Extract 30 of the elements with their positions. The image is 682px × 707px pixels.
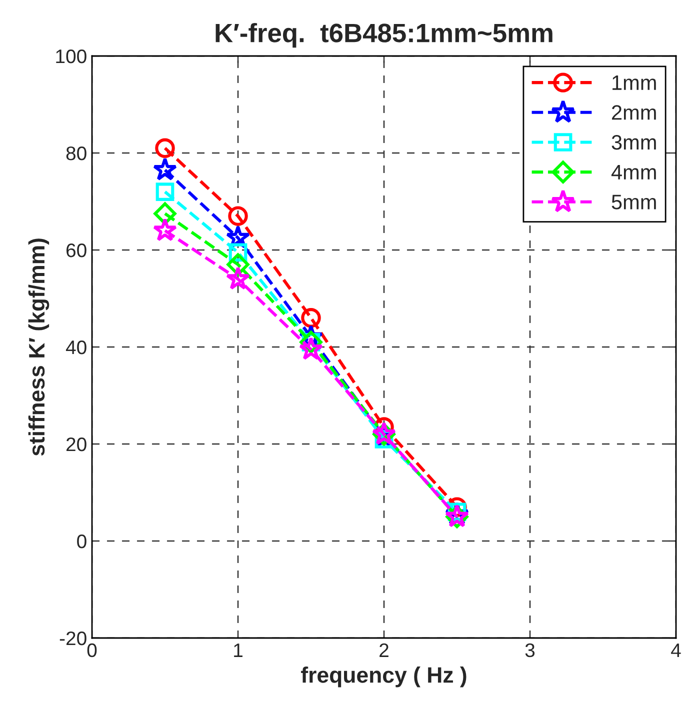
point — [156, 182, 174, 201]
chart-title: K′-freq. t6B485:1mm~5mm — [216, 22, 552, 48]
point — [226, 266, 250, 290]
x-tick-label: 3 — [525, 643, 535, 658]
point — [154, 202, 176, 225]
point — [152, 218, 178, 242]
y-tick-label: -20 — [60, 631, 86, 646]
y-tick-label: 100 — [56, 49, 86, 64]
point — [301, 308, 321, 328]
legend-label: 1mm — [612, 76, 656, 90]
y-tick-label: 80 — [66, 146, 86, 160]
legend-label: 2mm — [612, 105, 656, 120]
legend-label: 3mm — [612, 134, 656, 150]
y-tick-label: 20 — [66, 437, 86, 452]
y-axis-title: stiffness K′ (kgf/mm) — [28, 238, 50, 456]
x-tick-label: 2 — [380, 643, 388, 657]
x-tick-label: 0 — [87, 643, 97, 658]
legend-label: 5mm — [612, 194, 656, 210]
x-axis-title: frequency ( Hz ) — [301, 666, 466, 688]
point — [152, 157, 178, 180]
y-tick-label: 0 — [77, 534, 86, 548]
point — [228, 206, 248, 226]
legend-label: 4mm — [611, 165, 656, 180]
point — [155, 138, 175, 158]
y-tick-label: 40 — [66, 340, 86, 354]
x-tick-label: 4 — [671, 644, 681, 657]
y-tick-label: 60 — [66, 243, 86, 258]
point — [298, 336, 324, 360]
point — [226, 253, 250, 276]
x-tick-label: 1 — [234, 644, 242, 657]
